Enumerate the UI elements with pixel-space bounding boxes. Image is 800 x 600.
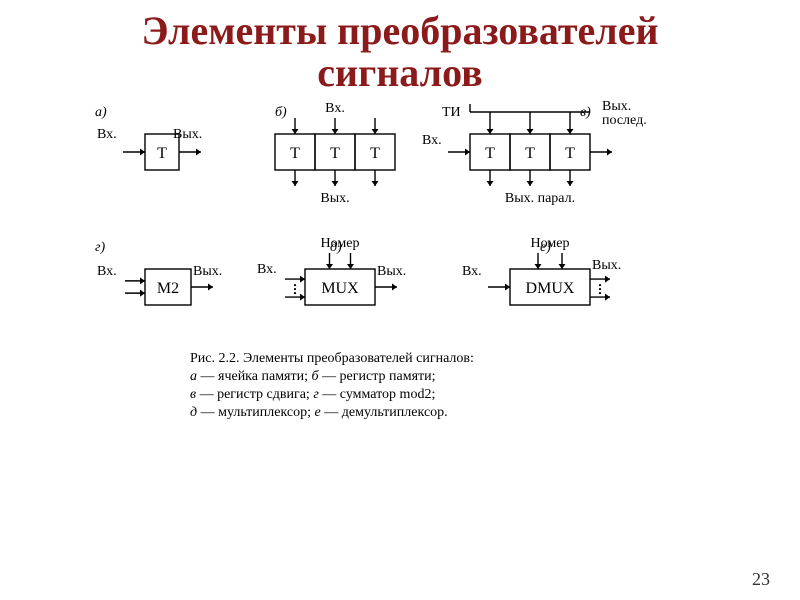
svg-text:б): б): [275, 105, 287, 120]
svg-text:д — мультиплексор; е — демульт: д — мультиплексор; е — демультиплексор.: [190, 405, 448, 420]
diagram-svg: а)Вх.TВых.б)Вх.TTTВых.в)ТИВых.послед.TTT…: [0, 94, 800, 454]
svg-text:M2: M2: [157, 280, 179, 297]
svg-text:T: T: [525, 145, 535, 162]
diagram-area: а)Вх.TВых.б)Вх.TTTВых.в)ТИВых.послед.TTT…: [0, 94, 800, 459]
svg-text:DMUX: DMUX: [526, 280, 575, 297]
svg-text:послед.: послед.: [602, 113, 647, 128]
svg-text:T: T: [565, 145, 575, 162]
svg-text:Вх.: Вх.: [257, 262, 277, 277]
svg-text:Вых. парал.: Вых. парал.: [505, 191, 575, 206]
svg-text:Номер: Номер: [531, 236, 570, 251]
svg-text:T: T: [330, 145, 340, 162]
svg-text:Вх.: Вх.: [462, 264, 482, 279]
svg-text:Вых.: Вых.: [193, 264, 222, 279]
svg-text:Вых.: Вых.: [592, 258, 621, 273]
svg-text:а — ячейка памяти; б — регистр: а — ячейка памяти; б — регистр памяти;: [190, 369, 436, 384]
svg-text:T: T: [157, 145, 167, 162]
title-line-1: Элементы преобразователей: [141, 8, 658, 53]
svg-text:Вх.: Вх.: [325, 101, 345, 116]
svg-text:г): г): [95, 240, 105, 255]
svg-text:T: T: [485, 145, 495, 162]
diagram-a: а) Вх. T Вых.: [95, 105, 202, 170]
svg-text:Вых.: Вых.: [320, 191, 349, 206]
slide-title: Элементы преобразователей сигналов: [0, 0, 800, 94]
svg-text:T: T: [370, 145, 380, 162]
title-line-2: сигналов: [317, 50, 482, 95]
diagram-b: б) Вх. T T T Вых.: [275, 101, 395, 206]
page-number: 23: [752, 569, 770, 590]
diagram-e: е)DMUXНомерВх.Вых.: [462, 236, 621, 305]
diagram-d: д)MUXНомерВх.Вых.: [257, 236, 406, 305]
svg-text:а): а): [95, 105, 107, 120]
svg-text:Рис. 2.2. Элементы преобразова: Рис. 2.2. Элементы преобразователей сигн…: [190, 351, 474, 366]
diagram-v: в)ТИВых.послед.TTTВх.Вых. парал.: [422, 99, 647, 206]
svg-text:MUX: MUX: [321, 280, 359, 297]
svg-text:ТИ: ТИ: [442, 105, 461, 120]
svg-text:Вых.: Вых.: [173, 127, 202, 142]
svg-text:Вх.: Вх.: [97, 127, 117, 142]
svg-text:Вх.: Вх.: [422, 133, 442, 148]
figure-caption: Рис. 2.2. Элементы преобразователей сигн…: [190, 351, 474, 420]
diagram-g: г) M2 Вх. Вых.: [95, 240, 222, 305]
svg-text:Вых.: Вых.: [602, 99, 631, 114]
svg-text:Номер: Номер: [321, 236, 360, 251]
svg-text:T: T: [290, 145, 300, 162]
svg-text:Вых.: Вых.: [377, 264, 406, 279]
svg-text:Вх.: Вх.: [97, 264, 117, 279]
svg-text:в — регистр сдвига; г — суммат: в — регистр сдвига; г — сумматор mod2;: [190, 387, 435, 402]
